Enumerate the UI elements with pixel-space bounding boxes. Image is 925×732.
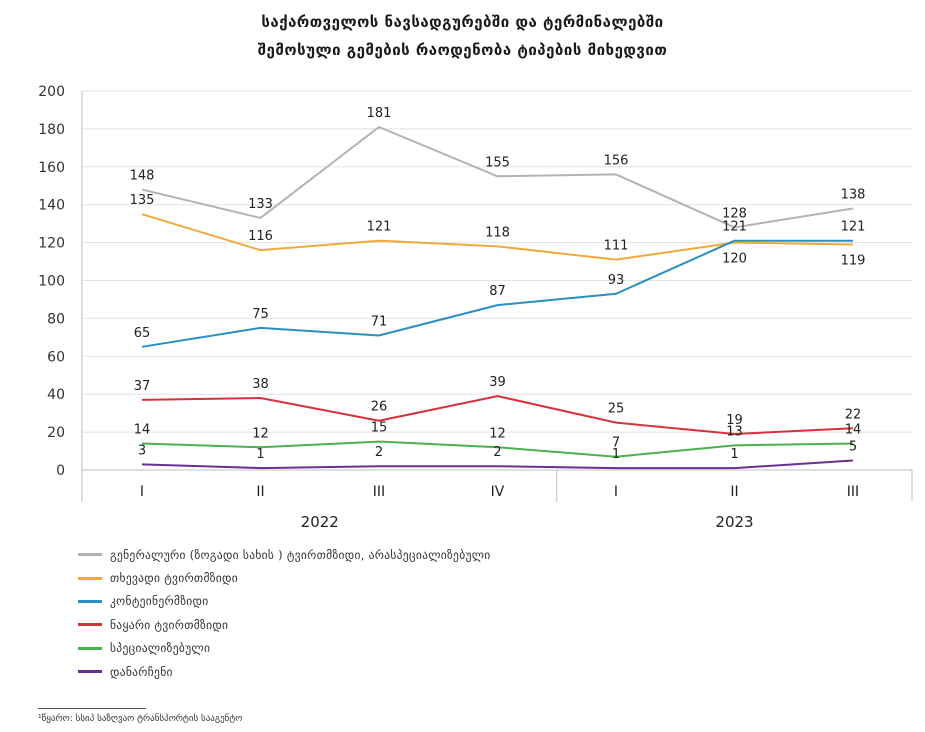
- x-tick-label-5: I: [614, 484, 618, 500]
- x-group-label-2022: 2022: [301, 513, 339, 531]
- footnote-divider: [38, 708, 146, 709]
- legend-swatch-6: [78, 670, 102, 674]
- data-label-s2-p6: 120: [722, 252, 747, 267]
- data-label-s2-p5: 111: [604, 239, 629, 254]
- y-tick-label-100: 100: [38, 274, 65, 290]
- data-label-s6-p4: 2: [493, 445, 501, 460]
- data-label-s6-p1: 3: [138, 443, 146, 458]
- legend-item-1: გენერალური (ზოგადი სახის ) ტვირთმზიდი, ა…: [78, 543, 491, 566]
- legend-swatch-5: [78, 646, 102, 650]
- y-tick-label-120: 120: [38, 236, 65, 252]
- series-line-1: [141, 126, 854, 229]
- data-label-s3-p1: 65: [134, 326, 151, 341]
- x-group-label-2023: 2023: [715, 513, 753, 531]
- legend-item-5: სპეციალიზებული: [78, 637, 491, 660]
- legend-swatch-2: [78, 576, 102, 580]
- data-label-s2-p1: 135: [130, 193, 155, 208]
- series-line-6: [141, 459, 854, 470]
- data-label-s4-p3: 26: [371, 400, 388, 415]
- data-label-s4-p1: 37: [134, 379, 151, 394]
- series-line-3: [141, 239, 853, 348]
- x-tick-label-4: IV: [491, 484, 505, 500]
- data-label-s2-p7: 119: [841, 253, 866, 268]
- chart-title-line-2: შემოსული გემების რაოდენობა ტიპების მიხედ…: [257, 41, 668, 59]
- x-tick-label-6: II: [730, 484, 738, 500]
- chart-title: საქართველოს ნავსადგურებში და ტერმინალებშ…: [0, 8, 925, 64]
- y-tick-label-140: 140: [38, 198, 65, 214]
- data-label-s4-p4: 39: [489, 375, 506, 390]
- y-tick-label-60: 60: [47, 349, 65, 365]
- legend-item-2: თხევადი ტვირთმზიდი: [78, 566, 491, 589]
- x-tick-label-7: III: [847, 484, 859, 500]
- series-lines: [141, 126, 854, 470]
- data-label-s5-p1: 14: [134, 422, 151, 437]
- data-label-s2-p4: 118: [485, 225, 510, 240]
- footnote-source: ¹წყარო: სსიპ საზღვაო ტრანსპორტის სააგენტ…: [38, 714, 243, 724]
- data-label-s3-p2: 75: [252, 307, 269, 322]
- y-tick-label-180: 180: [38, 122, 65, 138]
- legend-label-2: თხევადი ტვირთმზიდი: [110, 571, 239, 586]
- y-tick-label-0: 0: [56, 463, 65, 479]
- data-label-s1-p5: 156: [604, 153, 629, 168]
- x-tick-label-1: I: [140, 484, 144, 500]
- chart-title-line-1: საქართველოს ნავსადგურებში და ტერმინალებშ…: [261, 13, 664, 31]
- data-label-s3-p3: 71: [371, 314, 388, 329]
- data-label-s4-p2: 38: [252, 377, 269, 392]
- y-tick-label-20: 20: [47, 425, 65, 441]
- legend-label-4: ნაყარი ტვირთმზიდი: [110, 617, 229, 632]
- data-label-s5-p5: 7: [612, 436, 620, 451]
- data-label-s2-p2: 116: [248, 229, 273, 244]
- legend-item-4: ნაყარი ტვირთმზიდი: [78, 613, 491, 636]
- data-label-s5-p2: 12: [252, 426, 269, 441]
- data-label-s1-p6: 128: [722, 206, 747, 221]
- data-label-s1-p7: 138: [841, 187, 866, 202]
- data-label-s3-p7: 121: [841, 220, 866, 235]
- legend-swatch-4: [78, 623, 102, 627]
- data-label-s6-p6: 1: [730, 447, 738, 462]
- legend-label-3: კონტეინერმზიდი: [110, 594, 209, 609]
- data-label-s1-p3: 181: [367, 106, 392, 121]
- legend-swatch-3: [78, 599, 102, 603]
- data-label-s1-p4: 155: [485, 155, 510, 170]
- series-line-5: [141, 440, 854, 458]
- series-line-2: [141, 213, 854, 261]
- data-label-s6-p5: 1: [612, 447, 620, 462]
- data-label-s4-p5: 25: [608, 402, 625, 417]
- data-label-s6-p7: 5: [849, 440, 857, 455]
- data-label-s6-p3: 2: [375, 445, 383, 460]
- legend-label-1: გენერალური (ზოგადი სახის ) ტვირთმზიდი, ა…: [110, 547, 491, 562]
- data-label-s1-p1: 148: [130, 169, 155, 184]
- data-label-s4-p6: 19: [726, 413, 743, 428]
- legend-swatch-1: [78, 553, 102, 557]
- legend-label-5: სპეციალიზებული: [110, 641, 211, 656]
- y-tick-label-200: 200: [38, 84, 65, 100]
- data-label-s5-p6: 13: [726, 424, 743, 439]
- data-label-s5-p7: 14: [845, 422, 862, 437]
- x-tick-label-2: II: [256, 484, 264, 500]
- legend-item-3: კონტეინერმზიდი: [78, 590, 491, 613]
- data-label-s5-p3: 15: [371, 421, 388, 436]
- legend-item-6: დანარჩენი: [78, 660, 491, 683]
- series-line-4: [141, 395, 854, 435]
- y-tick-label-80: 80: [47, 311, 65, 327]
- data-label-s3-p6: 121: [722, 220, 747, 235]
- data-label-s6-p2: 1: [256, 447, 264, 462]
- data-label-s3-p4: 87: [489, 284, 506, 299]
- data-label-s1-p2: 133: [248, 197, 273, 212]
- y-tick-label-40: 40: [47, 387, 65, 403]
- grid-lines: [82, 90, 912, 433]
- legend: გენერალური (ზოგადი სახის ) ტვირთმზიდი, ა…: [78, 543, 491, 683]
- legend-label-6: დანარჩენი: [110, 664, 173, 679]
- y-tick-label-160: 160: [38, 160, 65, 176]
- data-label-s4-p7: 22: [845, 407, 862, 422]
- data-label-s3-p5: 93: [608, 273, 625, 288]
- data-label-s2-p3: 121: [367, 220, 392, 235]
- x-tick-label-3: III: [373, 484, 385, 500]
- data-label-s5-p4: 12: [489, 426, 506, 441]
